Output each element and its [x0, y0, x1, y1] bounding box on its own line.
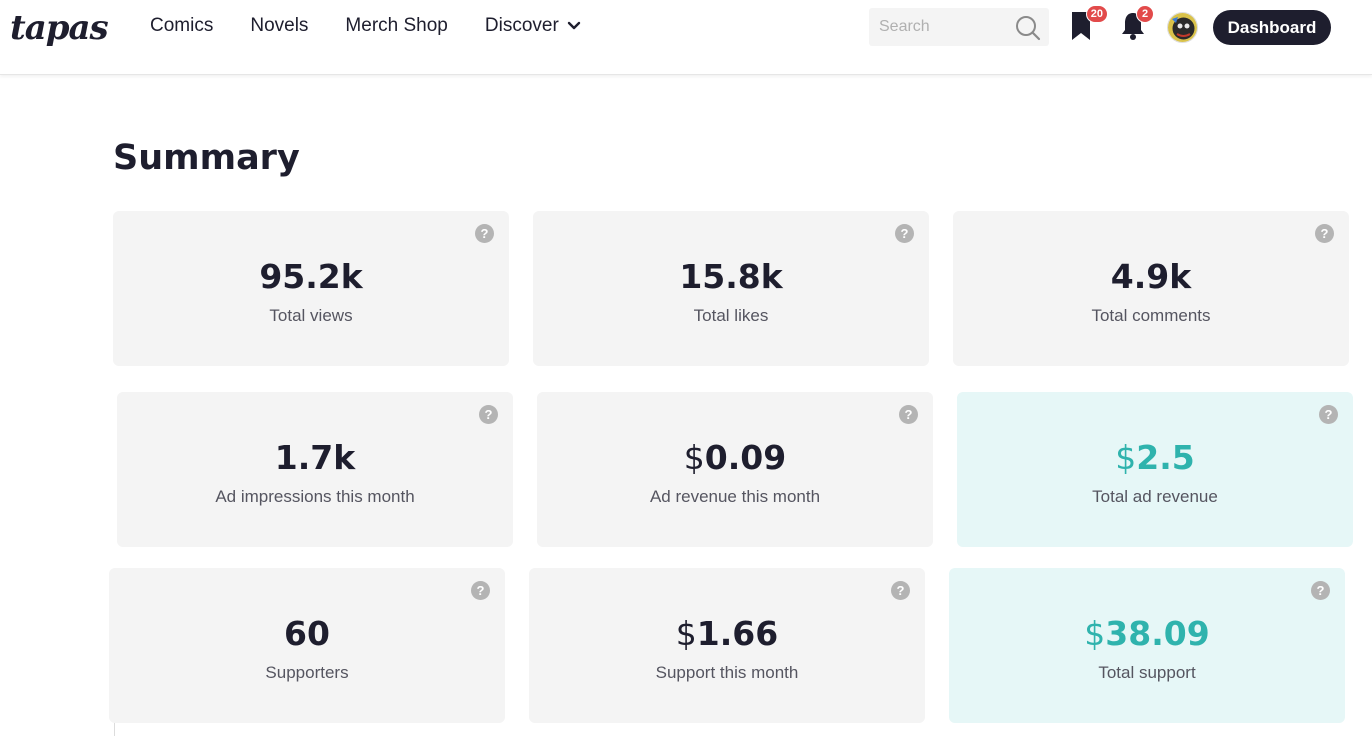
dashboard-button[interactable]: Dashboard: [1213, 10, 1331, 45]
stat-value: 4.9k: [1110, 257, 1192, 296]
stat-value: $2.5: [1115, 438, 1195, 477]
stat-value: 60: [284, 614, 330, 653]
main-nav: Comics Novels Merch Shop Discover: [150, 15, 618, 37]
help-icon[interactable]: ?: [1319, 405, 1338, 424]
help-icon[interactable]: ?: [1315, 224, 1334, 243]
stat-card-supporters: ? 60 Supporters: [109, 568, 505, 723]
page-title: Summary: [113, 138, 300, 178]
stat-value: $38.09: [1084, 614, 1210, 653]
search-box: [869, 8, 1049, 46]
stat-label: Total support: [1098, 663, 1196, 682]
nav-discover[interactable]: Discover: [485, 15, 581, 37]
chevron-down-icon: [567, 15, 581, 37]
stat-card-total-ad-revenue: ? $2.5 Total ad revenue: [957, 392, 1353, 547]
help-icon[interactable]: ?: [899, 405, 918, 424]
help-icon[interactable]: ?: [475, 224, 494, 243]
search-icon[interactable]: [1015, 15, 1041, 46]
help-icon[interactable]: ?: [479, 405, 498, 424]
help-icon[interactable]: ?: [471, 581, 490, 600]
stat-label: Total ad revenue: [1092, 487, 1218, 506]
help-icon[interactable]: ?: [895, 224, 914, 243]
bookmark-count-badge: 20: [1085, 5, 1108, 23]
stat-card-total-support: ? $38.09 Total support: [949, 568, 1345, 723]
notifications-button[interactable]: 2: [1118, 5, 1154, 44]
stat-card-total-likes: ? 15.8k Total likes: [533, 211, 929, 366]
stat-card-ad-revenue-month: ? $0.09 Ad revenue this month: [537, 392, 933, 547]
nav-comics[interactable]: Comics: [150, 15, 213, 37]
tapas-logo[interactable]: tapas: [10, 8, 109, 48]
user-avatar[interactable]: [1167, 12, 1198, 43]
currency-symbol: $: [683, 438, 705, 477]
stat-card-support-month: ? $1.66 Support this month: [529, 568, 925, 723]
currency-symbol: $: [675, 614, 697, 653]
help-icon[interactable]: ?: [1311, 581, 1330, 600]
bell-icon: [1118, 13, 1148, 48]
bookmarks-button[interactable]: 20: [1068, 5, 1108, 44]
stat-value: 1.7k: [274, 438, 356, 477]
notification-count-badge: 2: [1136, 5, 1154, 23]
currency-symbol: $: [1115, 438, 1137, 477]
stat-label: Ad impressions this month: [215, 487, 415, 506]
nav-novels[interactable]: Novels: [250, 15, 308, 37]
stat-value: $1.66: [675, 614, 779, 653]
help-icon[interactable]: ?: [891, 581, 910, 600]
stat-label: Supporters: [265, 663, 349, 682]
stat-label: Ad revenue this month: [649, 487, 821, 506]
nav-discover-label: Discover: [484, 15, 559, 36]
currency-symbol: $: [1084, 614, 1106, 653]
stat-value: $0.09: [683, 438, 787, 477]
stat-value: 15.8k: [679, 257, 783, 296]
stat-label: Total comments: [1091, 306, 1211, 325]
stat-label: Total likes: [693, 306, 769, 325]
nav-comics-label: Comics: [150, 15, 214, 36]
stat-label: Total views: [269, 306, 353, 325]
nav-merch-shop-label: Merch Shop: [345, 15, 448, 36]
stat-card-total-comments: ? 4.9k Total comments: [953, 211, 1349, 366]
bookmark-icon: [1068, 12, 1096, 48]
top-header: tapas Comics Novels Merch Shop Discover …: [0, 0, 1372, 75]
nav-novels-label: Novels: [250, 15, 309, 36]
stat-card-total-views: ? 95.2k Total views: [113, 211, 509, 366]
stat-card-ad-impressions: ? 1.7k Ad impressions this month: [117, 392, 513, 547]
stat-label: Support this month: [655, 663, 799, 682]
stat-value: 95.2k: [259, 257, 363, 296]
nav-merch-shop[interactable]: Merch Shop: [345, 15, 447, 37]
search-input[interactable]: [869, 8, 1009, 46]
